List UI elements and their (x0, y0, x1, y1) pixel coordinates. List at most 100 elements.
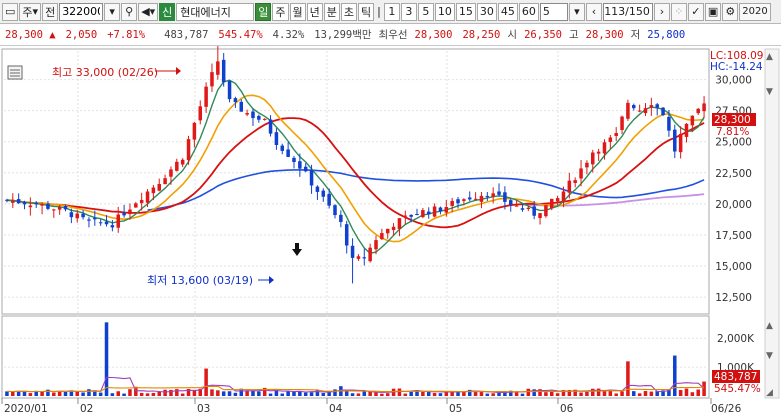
code-dropdown-icon[interactable]: ▾ (104, 2, 121, 21)
candle-body (508, 200, 513, 205)
candle-body (280, 145, 285, 151)
volume-bar (602, 390, 607, 396)
candle-body (204, 86, 208, 107)
volume-bar (385, 393, 390, 396)
interval-3[interactable]: 3 (400, 2, 417, 21)
candle-body (415, 213, 419, 215)
volume-bar (163, 389, 167, 396)
interval-1[interactable]: 1 (383, 2, 400, 21)
volume-bar (81, 392, 85, 396)
scroll-up-icon[interactable]: ▲ (766, 52, 773, 62)
vol-scroll-up-icon[interactable]: ▲ (766, 321, 773, 331)
volume-bar (239, 388, 244, 396)
period-second[interactable]: 초 (340, 2, 358, 21)
grid-dots-icon[interactable]: ⁘ (670, 2, 687, 21)
candle-body (350, 245, 355, 258)
draw-tool-icon[interactable]: ✓ (687, 2, 704, 21)
market-label: 주 (22, 5, 33, 19)
interval-15[interactable]: 15 (455, 2, 476, 21)
period-tick[interactable]: 틱 (358, 2, 375, 21)
volume-bar (661, 390, 665, 396)
scroll-down-icon[interactable]: ▼ (766, 87, 773, 97)
candle-body (292, 157, 296, 163)
price-tick-label: 17,500 (715, 230, 752, 242)
volume-bar (678, 390, 683, 396)
price-badge-bg (712, 113, 756, 126)
candle-body (626, 102, 630, 119)
candle-body (262, 118, 267, 120)
date-tick-label: 05 (449, 403, 462, 415)
volume-bar (128, 389, 132, 396)
candle-body (268, 119, 273, 134)
vol-scroll-down-icon[interactable]: ▼ (766, 351, 773, 361)
stock-chart[interactable]: 30,00027,50025,00022,50020,00017,50015,0… (0, 42, 781, 416)
low-arrow-head-icon (269, 276, 274, 284)
sound-icon[interactable]: ◀▾ (138, 2, 159, 21)
candle-body (303, 166, 308, 172)
period-day[interactable]: 일 (255, 2, 272, 21)
next-page-icon[interactable]: › (653, 2, 670, 21)
volume-bar (555, 393, 560, 396)
candle-body (75, 213, 79, 219)
interval-5[interactable]: 5 (417, 2, 434, 21)
candle-body (192, 122, 197, 140)
vol-badge-bg (712, 370, 760, 383)
candle-body (432, 206, 437, 217)
layout-icon[interactable]: ▭ (2, 2, 19, 21)
gear-icon[interactable]: ⚙ (722, 2, 739, 21)
page-counter[interactable]: 113/150 (602, 2, 653, 21)
hc-label: HC:-14.24 (710, 61, 763, 73)
market-tag: 신 (159, 2, 176, 21)
volume-bar (374, 392, 378, 396)
volume-bar (63, 391, 68, 396)
candle-body (602, 142, 607, 154)
candle-body (614, 133, 618, 136)
interval-30[interactable]: 30 (476, 2, 497, 21)
prev-page-icon[interactable]: ‹ (585, 2, 602, 21)
candle-body (163, 178, 167, 185)
high-price: 28,300 (585, 28, 624, 41)
date-tick-label: 06/26 (711, 403, 742, 415)
volume-bar (684, 388, 689, 396)
period-week[interactable]: 주 (272, 2, 289, 21)
market-select[interactable]: 주 ▾ (19, 2, 42, 21)
price-tick-label: 20,000 (715, 199, 752, 211)
volume-bar (438, 393, 443, 396)
count-input[interactable]: 5 (539, 2, 568, 21)
ma60-line (147, 169, 705, 211)
volume-bar (667, 389, 671, 396)
save-icon[interactable]: ▣ (704, 2, 722, 21)
candle-body (122, 212, 126, 216)
interval-45[interactable]: 45 (497, 2, 518, 21)
candle-body (385, 228, 390, 234)
volume-bar (169, 389, 173, 396)
volume-bar (696, 389, 700, 396)
candle-body (538, 213, 542, 219)
volume-bar (75, 391, 79, 396)
right-gutter[interactable] (764, 48, 780, 399)
count-dropdown-icon[interactable]: ▾ (568, 2, 585, 21)
volume-bar (497, 392, 501, 396)
date-axis: 2020/01 02 03 04 05 06 06/26 (1, 398, 742, 415)
price-axis: 30,00027,50025,00022,50020,00017,50015,0… (715, 75, 752, 304)
volume-bar (544, 392, 548, 396)
type-button[interactable]: 전 (42, 2, 59, 21)
resize-icon[interactable]: ◢ (766, 388, 773, 398)
period-year[interactable]: 년 (306, 2, 323, 21)
code-input[interactable] (59, 2, 104, 21)
candle-body (520, 208, 525, 210)
interval-10[interactable]: 10 (434, 2, 455, 21)
period-month[interactable]: 월 (289, 2, 306, 21)
candle-body (87, 219, 91, 221)
candle-body (567, 180, 572, 193)
search-icon[interactable]: ⚲ (121, 2, 138, 21)
candle-body (216, 61, 220, 75)
chart-settings-icon[interactable] (7, 65, 23, 80)
chart-area[interactable]: 30,000 27,500 25,000 22,500 20,000 17,500 15,0… (0, 42, 781, 416)
candle-body (643, 108, 648, 114)
candle-body (661, 107, 665, 116)
period-minute[interactable]: 분 (323, 2, 340, 21)
interval-60[interactable]: 60 (518, 2, 539, 21)
open-price: 26,350 (524, 28, 562, 41)
volume-bar (450, 391, 454, 396)
